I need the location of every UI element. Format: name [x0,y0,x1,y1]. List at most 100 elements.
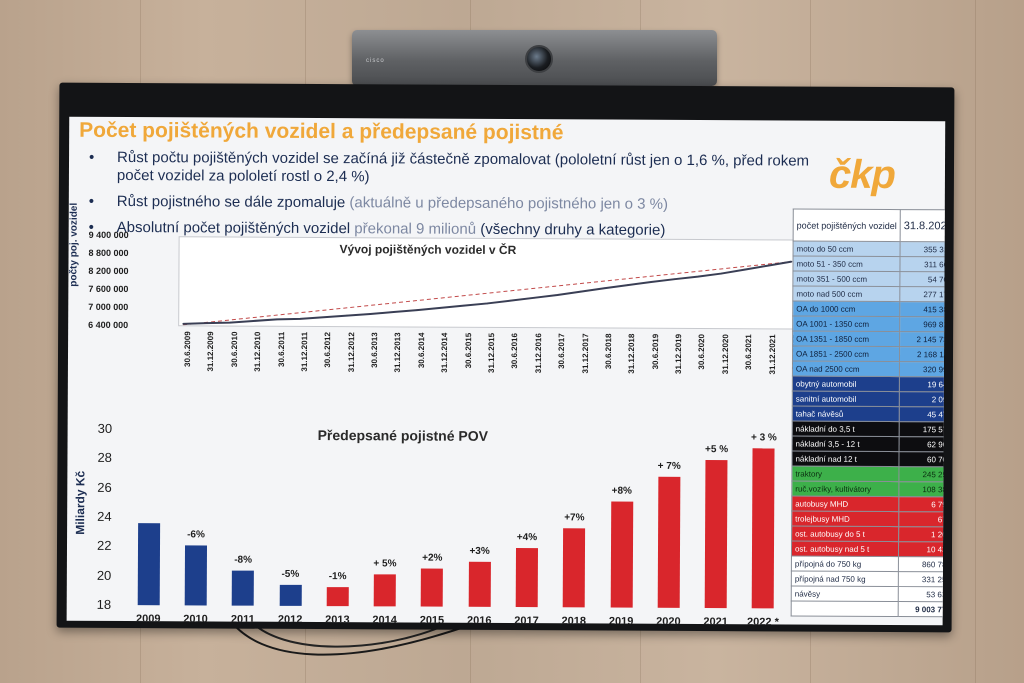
table-row: trolejbusy MHD 678 [791,511,946,527]
line-chart-xtick: 31.12.2020 [720,334,730,375]
table-row: traktory 245 254 [791,466,946,482]
table-row-label: přípojná nad 750 kg [791,570,899,587]
table-row: moto 351 - 500 ccm 54 709 [792,271,946,287]
line-chart-xtick: 31.12.2010 [253,331,263,372]
line-chart-xtick: 31.12.2016 [533,333,543,374]
bullet-muted-text: překonal 9 milionů [354,220,477,238]
table-row-value: 62 903 [899,436,946,452]
bar-chart-bar [562,528,586,608]
line-chart-xtick: 31.12.2015 [486,332,497,373]
table-row-label: traktory [791,466,899,482]
line-chart-point [486,302,489,305]
tv-display: Počet pojištěných vozidel a předepsané p… [56,82,955,633]
table-row-label: OA do 1000 ccm [792,301,900,317]
table-row: nákladní do 3,5 t 175 571 [792,421,946,437]
bar-chart-xtick: 2018 [561,615,587,626]
bar-chart-data-label: +3% [469,545,490,557]
line-chart-point [743,268,746,271]
table-row: 9 003 776 [791,600,946,617]
line-chart-point [299,318,301,320]
bar-chart-xtick: 2012 [277,613,303,626]
bullet-text: Růst počtu pojištěných vozidel se začíná… [116,148,810,186]
table-header-date: 31.8.2022 [900,209,946,242]
bullet-item: • Růst pojistného se dále zpomaluje (akt… [77,193,817,215]
line-chart-point [205,322,208,324]
table-row: moto nad 500 ccm 277 177 [792,286,946,302]
bar-chart-xtick: 2019 [608,615,634,626]
line-chart-point [509,299,512,302]
bar-chart-data-label: +7% [564,512,585,524]
table-row-label: OA 1351 - 1850 ccm [792,331,900,347]
table-row: autobusy MHD 6 793 [791,496,946,512]
bar-chart-ytick: 30 [97,420,113,436]
table-row-value: 415 383 [899,301,946,317]
bar-chart-ytick: 26 [97,479,112,495]
table-row: obytný automobil 19 643 [792,376,946,392]
line-chart-xtick: 30.6.2012 [323,332,333,368]
table-row: moto do 50 ccm 355 318 [793,241,946,257]
table-row-value: 108 382 [898,481,946,497]
line-chart-point [416,309,418,311]
line-chart-point [673,278,676,280]
bar-chart-bar [610,501,633,608]
table-row: ost. autobusy nad 5 t 10 432 [791,541,946,557]
bar-chart-ytick: 28 [97,450,112,466]
bar-chart-xtick: 2016 [466,614,492,626]
table-row: moto 51 - 350 ccm 311 662 [792,256,946,272]
table-row-label: moto 351 - 500 ccm [792,271,901,287]
bar-chart-xtick: 2022 * [747,616,779,626]
vehicle-count-table: počet pojištěných vozidel 31.8.2022 moto… [791,209,946,618]
bar-chart-bar [326,586,349,607]
table-row: OA 1001 - 1350 ccm 969 815 [792,316,946,332]
bar-chart-bar [421,568,444,607]
line-chart-xtick: 30.6.2014 [416,332,426,369]
line-chart-xtick: 30.6.2015 [463,332,473,369]
line-chart-xtick: 31.12.2012 [346,332,356,373]
camera-brand-mark: cisco [366,58,385,64]
line-chart-point [392,311,395,313]
bar-chart-bar [184,545,207,606]
table-row-label: nákladní nad 12 t [791,451,900,467]
table-row-value: 10 432 [898,541,946,557]
line-chart-xtick: 30.6.2010 [229,331,239,368]
bar-chart-ytick: 20 [96,567,112,583]
line-chart-ylabel: počty poj. vozidel [68,202,80,287]
bullet-muted-text: (aktuálně u předepsaného pojistného jen … [349,194,669,213]
bar-chart-data-label: + 7% [657,461,681,473]
bar-chart-data-label: -5% [281,569,300,581]
bar-chart-data-label: +8% [611,485,632,498]
line-chart-point [626,284,629,286]
bar-chart-bar [515,548,538,608]
bar-chart-bar [468,561,491,607]
line-chart-svg [182,260,793,326]
line-chart-xtick: 30.6.2019 [650,333,660,370]
bar-chart-xtick: 2015 [419,614,445,626]
table-header-label: počet pojištěných vozidel [793,209,901,242]
bar-chart-bar [279,585,302,606]
bullet-dot-icon: • [88,148,95,166]
line-chart-xtick: 30.6.2021 [744,334,754,370]
line-chart-point [697,275,699,278]
line-chart-point [790,260,793,263]
table-row-value: 277 177 [899,286,946,302]
table-row-value: 175 571 [899,421,946,437]
table-row-value: 678 [898,511,946,527]
line-chart-point [767,264,769,267]
line-chart-point [322,316,325,319]
bar-chart-data-label: + 3 % [750,432,777,444]
table-row-label [791,600,899,617]
table-row-value: 2 094 [899,391,946,407]
table-row-value: 245 254 [898,466,946,482]
table-row-label: moto do 50 ccm [793,241,901,257]
table-row: nákladní nad 12 t 60 700 [791,451,946,467]
bar-chart-xtick: 2013 [325,614,350,626]
bar-chart-xtick: 2009 [135,613,161,626]
bar-chart-ytick: 22 [96,538,112,554]
bar-chart-xtick: 2011 [230,613,255,626]
line-chart-point [720,272,723,275]
table-row-label: nákladní 3,5 - 12 t [792,436,900,452]
bar-chart-xtick: 2010 [183,613,208,626]
table-row-value: 1 262 [898,526,946,542]
table-row-label: nákladní do 3,5 t [792,421,900,437]
table-header-row: počet pojištěných vozidel 31.8.2022 [793,209,946,242]
